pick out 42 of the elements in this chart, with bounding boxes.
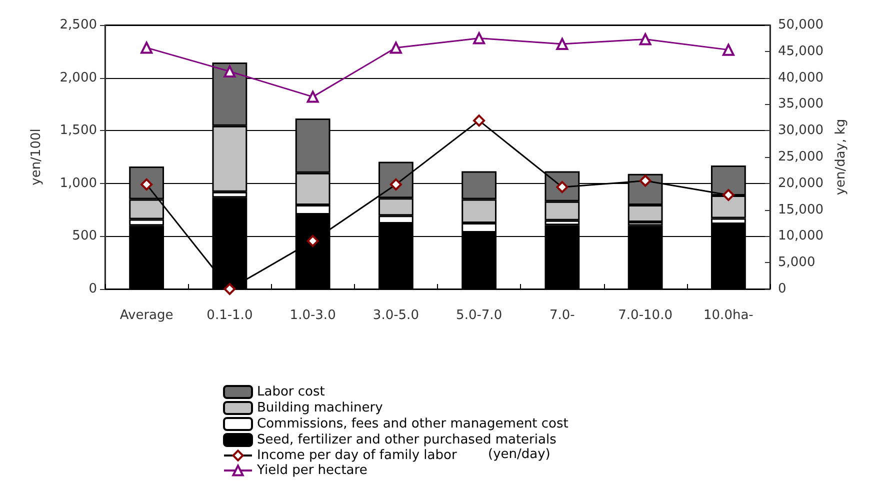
y2-tick-label: 30,000: [778, 123, 824, 138]
x-tick-label: Average: [120, 308, 174, 323]
y2-tick-label: 5,000: [778, 255, 816, 270]
x-tick-label: 7.0-10.0: [618, 308, 672, 323]
y-tick-label: 0: [88, 282, 97, 296]
x-tick-label: 1.0-3.0: [290, 308, 336, 323]
y-tick-label: 2,000: [60, 70, 97, 86]
legend-label: Commissions, fees and other management cost: [257, 416, 568, 432]
y2-tick-label: 50,000: [778, 18, 824, 32]
x-tick-label: 5.0-7.0: [456, 308, 502, 323]
y-tick-label: 2,500: [60, 18, 97, 32]
x-tick-label: 3.0-5.0: [372, 308, 419, 323]
point: [639, 33, 652, 46]
legend-label: Labor cost: [257, 384, 325, 400]
y2-tick-label: 40,000: [778, 70, 824, 86]
point: [390, 42, 402, 54]
y-tick-label: 1,500: [60, 123, 97, 138]
y2-tick-label: 35,000: [778, 96, 824, 112]
point: [556, 38, 568, 50]
y2-tick-label: 0: [778, 282, 786, 296]
y2-axis-title: yen/day, kg: [833, 118, 848, 196]
x-tick-label: 0.1-1.0: [206, 308, 253, 323]
legend-label: Yield per hectare: [256, 463, 368, 478]
point: [224, 65, 236, 78]
point: [473, 32, 486, 44]
point: [140, 42, 153, 54]
point: [722, 44, 734, 56]
y-axis-title: yen/100l: [29, 128, 44, 186]
y-tick-label: 500: [72, 228, 97, 244]
y2-tick-label: 25,000: [778, 150, 824, 164]
y2-tick-label: 15,000: [778, 202, 824, 218]
y2-tick-label: 10,000: [778, 228, 824, 244]
legend-label: Seed, fertilizer and other purchased materials: [257, 432, 557, 448]
y2-tick-label: 20,000: [778, 176, 824, 191]
text: (yen/day): [488, 447, 550, 462]
y-tick-label: 1,000: [60, 176, 97, 191]
y2-tick-label: 45,000: [778, 44, 824, 59]
point: [306, 90, 319, 103]
x-tick-label: 10.0ha-: [704, 308, 754, 323]
legend-label: Income per day of family labor: [257, 448, 458, 463]
legend-label: Building machinery: [257, 400, 384, 416]
x-tick-label: 7.0-: [550, 308, 576, 323]
